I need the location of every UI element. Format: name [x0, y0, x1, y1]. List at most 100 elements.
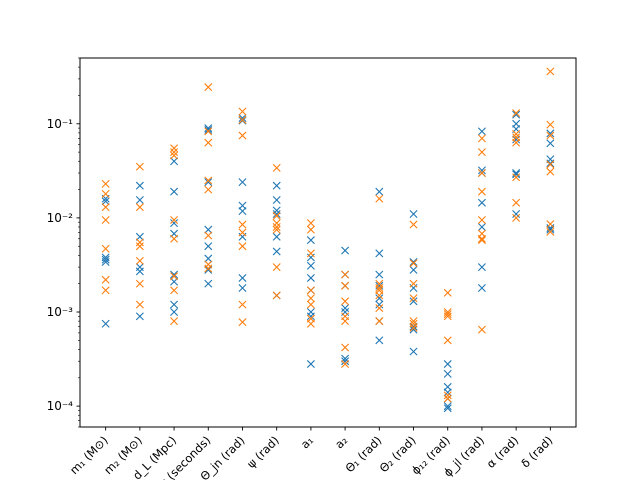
- data-point-series-1: [204, 124, 213, 133]
- data-point-series-2: [477, 187, 486, 196]
- data-point-series-2: [512, 213, 521, 222]
- data-point-series-1: [170, 300, 179, 309]
- data-point-series-2: [101, 244, 110, 253]
- data-point-series-1: [341, 304, 350, 313]
- data-point-series-2: [477, 216, 486, 224]
- data-point-series-1: [375, 270, 384, 279]
- data-point-series-1: [306, 261, 315, 270]
- data-point-series-2: [204, 127, 213, 136]
- data-points: [101, 67, 555, 413]
- data-point-series-1: [135, 312, 144, 321]
- data-point-series-2: [341, 270, 350, 279]
- data-point-series-2: [170, 286, 179, 295]
- data-point-series-2: [135, 238, 144, 247]
- data-point-series-2: [272, 225, 281, 234]
- data-point-series-2: [272, 163, 281, 172]
- data-point-series-2: [341, 343, 350, 352]
- data-point-series-2: [546, 120, 555, 129]
- y-tick-label: 10⁻³: [47, 305, 74, 319]
- data-point-series-1: [272, 195, 281, 204]
- data-point-series-2: [204, 138, 213, 147]
- data-point-series-2: [238, 115, 247, 124]
- data-point-series-1: [170, 270, 179, 279]
- data-point-series-1: [375, 294, 384, 303]
- data-point-series-1: [204, 125, 213, 134]
- data-point-series-2: [409, 317, 418, 326]
- data-point-series-1: [238, 207, 247, 216]
- data-point-series-2: [204, 83, 213, 92]
- data-point-series-1: [477, 127, 486, 136]
- data-point-series-1: [512, 135, 521, 144]
- y-tick-label: 10⁻¹: [47, 117, 74, 131]
- data-point-series-2: [204, 264, 213, 273]
- data-point-series-1: [443, 402, 452, 411]
- data-point-series-2: [375, 317, 384, 326]
- data-point-series-2: [477, 148, 486, 157]
- data-point-series-2: [204, 176, 213, 185]
- data-point-series-2: [546, 160, 555, 169]
- data-point-series-1: [409, 258, 418, 266]
- data-point-series-1: [204, 254, 213, 263]
- data-point-series-2: [170, 216, 179, 224]
- data-point-series-1: [375, 187, 384, 196]
- data-point-series-2: [546, 227, 555, 236]
- data-point-series-2: [512, 198, 521, 207]
- data-point-series-2: [409, 279, 418, 288]
- data-point-series-2: [238, 242, 247, 251]
- data-point-series-2: [170, 151, 179, 160]
- data-point-series-2: [409, 294, 418, 303]
- data-point-series-2: [272, 219, 281, 228]
- data-point-series-2: [546, 67, 555, 76]
- data-point-series-2: [272, 211, 281, 220]
- data-point-series-2: [101, 189, 110, 198]
- data-point-series-2: [204, 231, 213, 240]
- data-point-series-1: [238, 178, 247, 187]
- data-point-series-1: [375, 336, 384, 345]
- data-point-series-2: [512, 129, 521, 138]
- data-point-series-2: [135, 242, 144, 251]
- data-point-series-2: [238, 318, 247, 327]
- data-point-series-1: [477, 283, 486, 292]
- data-point-series-1: [272, 232, 281, 241]
- data-point-series-2: [512, 138, 521, 147]
- data-point-series-1: [204, 178, 213, 187]
- data-point-series-2: [477, 236, 486, 245]
- data-point-series-1: [272, 181, 281, 190]
- data-point-series-1: [238, 114, 247, 123]
- data-point-series-1: [101, 197, 110, 206]
- data-point-series-2: [409, 319, 418, 328]
- data-point-series-2: [170, 144, 179, 153]
- data-point-series-2: [101, 179, 110, 188]
- data-point-series-1: [204, 242, 213, 251]
- data-point-series-1: [409, 347, 418, 356]
- data-point-series-2: [512, 173, 521, 182]
- data-point-series-2: [306, 319, 315, 328]
- data-point-series-2: [443, 312, 452, 321]
- data-point-series-1: [135, 195, 144, 204]
- data-point-series-2: [306, 219, 315, 228]
- data-point-series-2: [375, 291, 384, 300]
- data-point-series-2: [306, 286, 315, 295]
- data-point-series-2: [512, 109, 521, 118]
- data-point-series-2: [477, 169, 486, 177]
- data-point-series-1: [477, 263, 486, 272]
- data-point-series-1: [101, 253, 110, 262]
- data-point-series-2: [306, 249, 315, 258]
- data-point-series-2: [170, 317, 179, 326]
- y-tick-label: 10⁻⁴: [47, 399, 74, 413]
- y-axis: 10⁻⁴ 10⁻³ 10⁻² 10⁻¹: [47, 57, 80, 428]
- data-point-series-2: [204, 185, 213, 194]
- data-point-series-1: [409, 265, 418, 274]
- data-point-series-2: [477, 234, 486, 243]
- data-point-series-2: [375, 304, 384, 313]
- data-point-series-1: [546, 224, 555, 233]
- data-point-series-1: [272, 247, 281, 256]
- data-point-series-2: [409, 259, 418, 268]
- data-point-series-1: [135, 181, 144, 190]
- data-point-series-2: [443, 288, 452, 297]
- data-point-series-1: [341, 357, 350, 366]
- data-point-series-1: [546, 139, 555, 148]
- data-point-series-2: [443, 394, 452, 403]
- data-point-series-1: [306, 312, 315, 321]
